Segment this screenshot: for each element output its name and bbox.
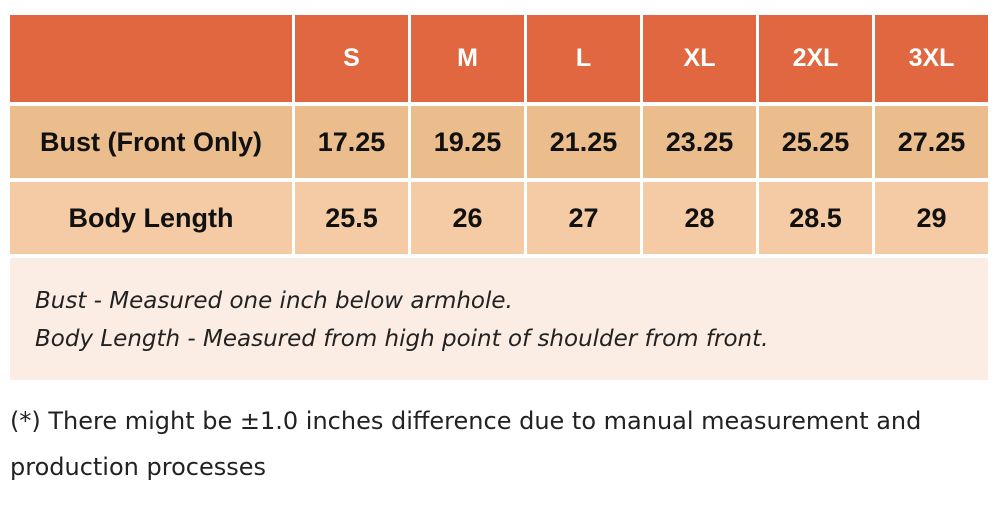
size-header: 2XL [759, 15, 872, 102]
size-header: 3XL [875, 15, 988, 102]
measurement: 23.25 [643, 106, 756, 178]
measurement: 26 [411, 182, 524, 254]
size-chart: S M L XL 2XL 3XL Bust (Front Only) 17.25 19.25 21… [10, 15, 988, 380]
measurement: 27.25 [875, 106, 988, 178]
note: Body Length - Measured from high point o… [35, 326, 769, 352]
row-label: Bust (Front Only) [10, 106, 292, 178]
size-table: S M L XL 2XL 3XL Bust (Front Only) 17.25 19.25 21… [10, 15, 988, 254]
measurement: 28 [643, 182, 756, 254]
size-header: XL [643, 15, 756, 102]
notes-box: Bust - Measured one inch below armhole. … [10, 258, 988, 380]
measurement: 29 [875, 182, 988, 254]
measurement: 19.25 [411, 106, 524, 178]
measurement: 25.25 [759, 106, 872, 178]
note: Bust - Measured one inch below armhole. [35, 288, 513, 314]
size-header: S [295, 15, 408, 102]
header-corner [10, 15, 292, 102]
row-label: Body Length [10, 182, 292, 254]
measurement: 25.5 [295, 182, 408, 254]
size-header: L [527, 15, 640, 102]
measurement: 27 [527, 182, 640, 254]
size-header: M [411, 15, 524, 102]
measurement: 21.25 [527, 106, 640, 178]
measurement: 28.5 [759, 182, 872, 254]
measurement: 17.25 [295, 106, 408, 178]
footnote: (*) There might be ±1.0 inches differenc… [10, 407, 922, 481]
